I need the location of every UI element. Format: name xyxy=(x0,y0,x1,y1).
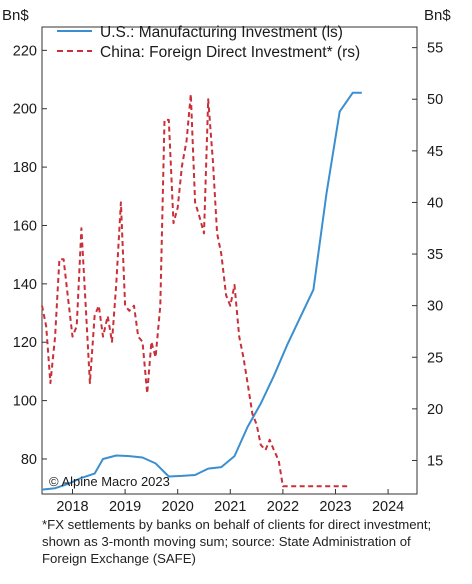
right-tick-label: 55 xyxy=(427,41,443,57)
footnote-line-2: shown as 3-month moving sum; source: Sta… xyxy=(42,534,411,549)
series-line-china-fdi xyxy=(41,93,349,488)
right-tick-label: 50 xyxy=(427,92,443,108)
left-tick-label: 100 xyxy=(13,394,37,410)
chart: 80 100 120 140 160 180 200 220 15 20 25 30 35 40 45 50… xyxy=(2,7,451,512)
right-tick-label: 25 xyxy=(427,350,443,366)
left-tick-label: 180 xyxy=(13,160,37,176)
left-tick-label: 80 xyxy=(21,452,37,468)
x-tick-label: 2022 xyxy=(267,499,299,512)
x-axis-ticks: 2018 2019 2020 2021 2022 2023 2024 xyxy=(56,489,404,512)
right-tick-label: 20 xyxy=(427,402,443,418)
left-tick-label: 160 xyxy=(13,218,37,234)
footnote-line-3: Foreign Exchange (SAFE) xyxy=(42,551,196,566)
series-line-us-manufacturing xyxy=(41,91,362,491)
left-tick-label: 120 xyxy=(13,335,37,351)
left-tick-label: 220 xyxy=(13,43,37,59)
right-tick-label: 30 xyxy=(427,299,443,315)
right-tick-label: 45 xyxy=(427,144,443,160)
legend: U.S.: Manufacturing Investment (ls) Chin… xyxy=(57,24,360,61)
left-tick-label: 200 xyxy=(13,102,37,118)
watermark: © Alpine Macro 2023 xyxy=(49,474,170,489)
x-tick-label: 2020 xyxy=(162,499,194,512)
footnote: *FX settlements by banks on behalf of cl… xyxy=(42,516,467,567)
x-tick-label: 2021 xyxy=(214,499,246,512)
x-tick-label: 2024 xyxy=(372,499,404,512)
right-axis-ticks: 15 20 25 30 35 40 45 50 55 xyxy=(412,41,443,469)
legend-label-us: U.S.: Manufacturing Investment (ls) xyxy=(100,24,343,41)
x-tick-label: 2018 xyxy=(56,499,88,512)
x-tick-label: 2019 xyxy=(109,499,141,512)
footnote-line-1: *FX settlements by banks on behalf of cl… xyxy=(42,517,432,532)
left-axis-unit: Bn$ xyxy=(2,7,29,24)
right-tick-label: 35 xyxy=(427,247,443,263)
legend-label-china: China: Foreign Direct Investment* (rs) xyxy=(100,44,360,61)
series-layer xyxy=(41,91,362,491)
right-axis-unit: Bn$ xyxy=(424,7,451,24)
plot-frame xyxy=(41,26,418,495)
x-tick-label: 2023 xyxy=(319,499,351,512)
left-tick-label: 140 xyxy=(13,277,37,293)
right-tick-label: 15 xyxy=(427,453,443,469)
left-axis-ticks: 80 100 120 140 160 180 200 220 xyxy=(13,43,47,468)
right-tick-label: 40 xyxy=(427,195,443,211)
